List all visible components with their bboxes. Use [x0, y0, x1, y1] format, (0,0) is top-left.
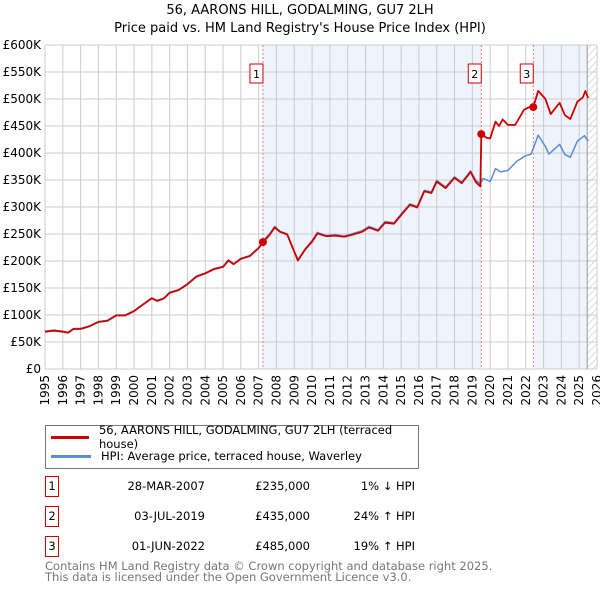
x-tick-label: 2024 — [554, 375, 568, 406]
x-tick-label: 2021 — [501, 375, 515, 406]
sale-label: 1 — [253, 68, 260, 81]
sale-point — [477, 130, 486, 139]
x-tick-label: 2020 — [483, 375, 497, 406]
sale-label: 2 — [471, 68, 478, 81]
sale-row: 1 28-MAR-2007 £235,000 1% ↓ HPI — [45, 476, 465, 497]
sale-hpi-diff: 24% ↑ HPI — [353, 509, 415, 523]
price-paid-line — [44, 90, 589, 334]
sale-number: 1 — [45, 476, 59, 497]
sale-date: 28-MAR-2007 — [127, 479, 205, 493]
sale-price: £235,000 — [255, 479, 310, 493]
y-tick-label: £300K — [3, 200, 43, 214]
x-tick-label: 2017 — [430, 375, 444, 406]
sale-label-box — [249, 63, 264, 84]
x-tick-label: 1997 — [74, 375, 88, 406]
sale-hpi-diff: 19% ↑ HPI — [353, 539, 415, 553]
y-tick-label: £0 — [26, 362, 41, 376]
y-tick-label: £50K — [10, 335, 42, 349]
x-tick-label: 2011 — [323, 375, 337, 406]
x-tick-label: 2013 — [359, 375, 373, 406]
x-tick-label: 2006 — [234, 375, 248, 406]
x-tick-label: 2000 — [127, 375, 141, 406]
y-tick-label: £350K — [3, 173, 43, 187]
y-tick-label: £550K — [3, 65, 43, 79]
sale-number: 2 — [45, 506, 59, 527]
footer-copyright: Contains HM Land Registry data © Crown c… — [45, 559, 493, 573]
x-tick-label: 2022 — [519, 375, 533, 406]
sale-point — [529, 103, 538, 112]
x-tick-label: 2007 — [252, 375, 266, 406]
y-tick-label: £250K — [3, 227, 43, 241]
y-tick-label: £500K — [3, 92, 43, 106]
chart-title: 56, AARONS HILL, GODALMING, GU7 2LH — [166, 3, 434, 18]
x-tick-label: 2004 — [198, 375, 212, 406]
x-tick-label: 2005 — [216, 375, 230, 406]
chart-subtitle: Price paid vs. HM Land Registry's House … — [114, 21, 486, 36]
x-tick-label: 2009 — [287, 375, 301, 406]
sale-label-box — [519, 63, 534, 84]
x-tick-label: 1996 — [56, 375, 70, 406]
x-tick-label: 2019 — [465, 375, 479, 406]
legend-label: HPI: Average price, terraced house, Wave… — [101, 449, 362, 463]
y-tick-label: £600K — [3, 38, 43, 52]
x-tick-label: 2018 — [448, 375, 462, 406]
x-tick-label: 2025 — [572, 375, 586, 406]
x-tick-label: 2015 — [394, 375, 408, 406]
sale-row: 3 01-JUN-2022 £485,000 19% ↑ HPI — [45, 536, 465, 557]
blue-line-swatch — [51, 454, 91, 458]
y-tick-label: £150K — [3, 281, 43, 295]
sale-date: 03-JUL-2019 — [134, 509, 205, 523]
red-line-swatch — [51, 435, 89, 439]
x-tick-label: 1999 — [109, 375, 123, 406]
price-chart: 1995 1996 1997 1998 1999 2000 2001 2002 2003 2004… — [3, 38, 600, 406]
y-tick-label: £450K — [3, 119, 43, 133]
sale-label: 3 — [523, 68, 530, 81]
legend-label: 56, AARONS HILL, GODALMING, GU7 2LH (ter… — [98, 423, 393, 451]
legend-item-property: 56, AARONS HILL, GODALMING, GU7 2LH (ter… — [51, 423, 418, 451]
x-tick-label: 2012 — [341, 375, 355, 406]
x-tick-label: 2008 — [269, 375, 283, 406]
sale-price: £485,000 — [255, 539, 310, 553]
y-tick-label: £100K — [3, 308, 43, 322]
x-tick-label: 2002 — [163, 375, 177, 406]
footer-licence: This data is licensed under the Open Gov… — [45, 570, 412, 584]
sale-row: 2 03-JUL-2019 £435,000 24% ↑ HPI — [45, 506, 465, 527]
sale-label-box — [467, 63, 482, 84]
x-tick-label: 2026 — [590, 375, 600, 406]
x-tick-label: 1995 — [38, 375, 52, 406]
sale-hpi-diff: 1% ↓ HPI — [360, 479, 415, 493]
sale-point — [258, 238, 267, 247]
legend: 56, AARONS HILL, GODALMING, GU7 2LH (ter… — [45, 423, 419, 469]
x-tick-label: 2023 — [537, 375, 551, 406]
sale-price: £435,000 — [255, 509, 310, 523]
x-tick-label: 2003 — [180, 375, 194, 406]
y-tick-label: £200K — [3, 254, 43, 268]
sale-number: 3 — [45, 536, 59, 557]
legend-item-hpi: HPI: Average price, terraced house, Wave… — [51, 448, 362, 464]
sale-date: 01-JUN-2022 — [131, 539, 205, 553]
x-tick-label: 2001 — [145, 375, 159, 406]
x-tick-label: 2010 — [305, 375, 319, 406]
x-tick-label: 2014 — [376, 375, 390, 406]
x-tick-label: 1998 — [91, 375, 105, 406]
x-tick-label: 2016 — [412, 375, 426, 406]
y-tick-label: £400K — [3, 146, 43, 160]
